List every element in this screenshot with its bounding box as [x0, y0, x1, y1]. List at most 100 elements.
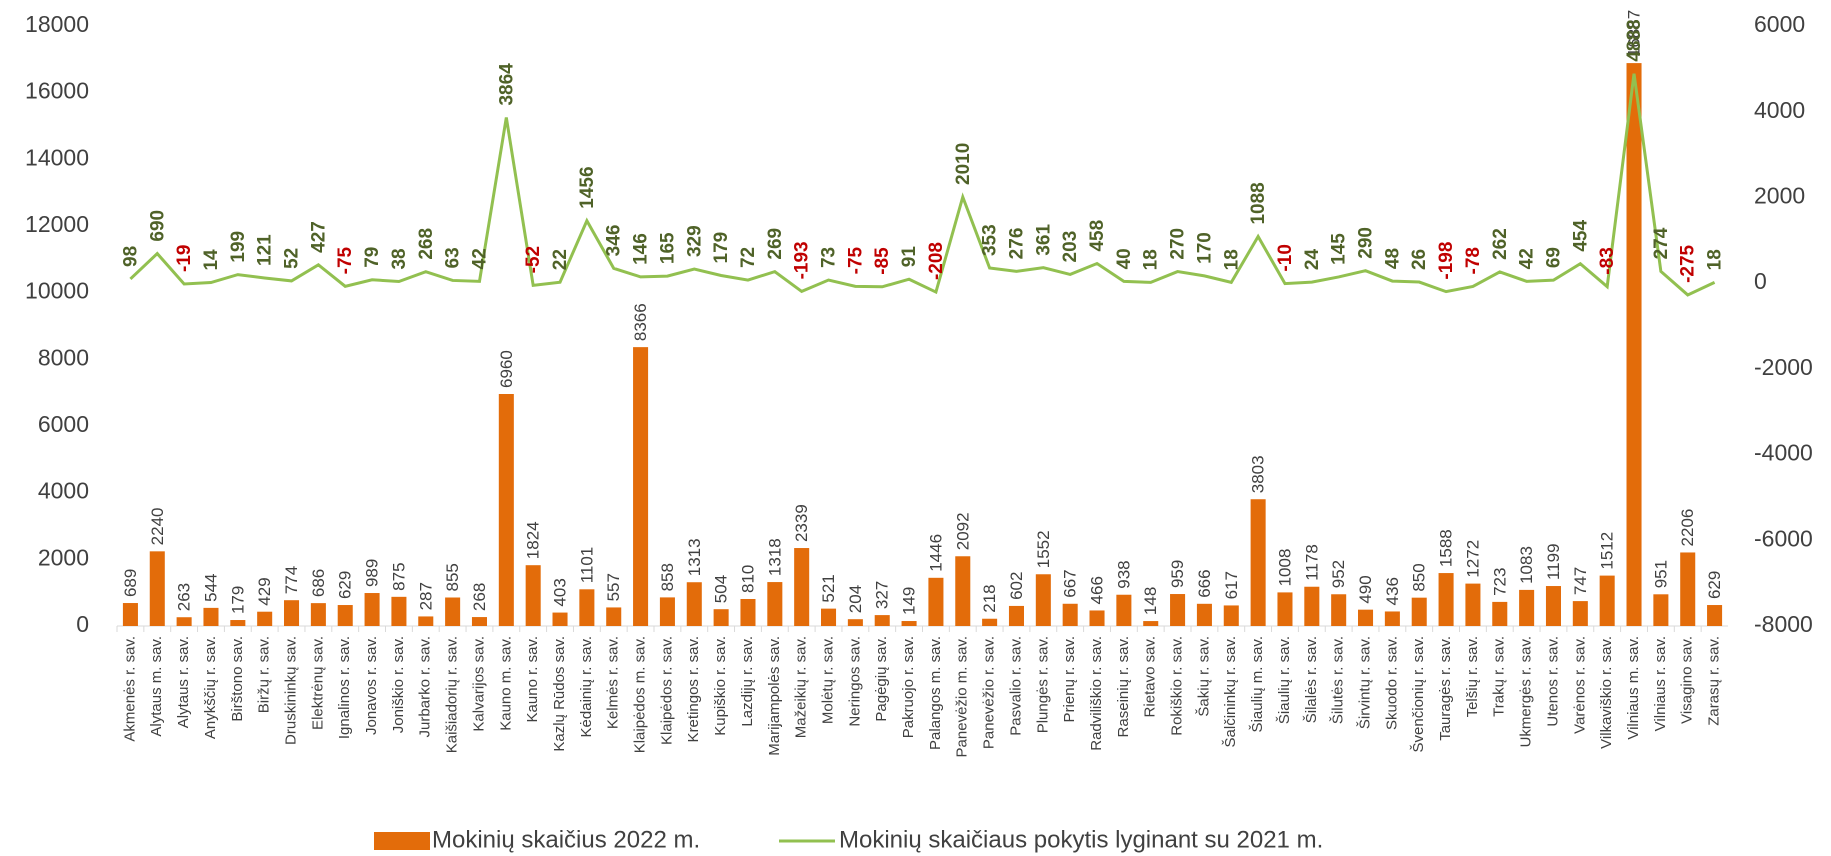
bar-label: 938	[1114, 560, 1133, 588]
line-label: 91	[899, 246, 920, 268]
line-label: 179	[711, 232, 732, 264]
bar-label: 148	[1141, 587, 1160, 615]
bar	[606, 607, 622, 626]
x-tick-label: Varėnos r. sav.	[1571, 636, 1588, 734]
bar	[686, 582, 702, 626]
line-label: -193	[792, 241, 813, 279]
bar	[471, 617, 487, 626]
bar-label: 268	[470, 583, 489, 611]
bar	[1519, 589, 1535, 626]
line-label: 69	[1543, 247, 1564, 268]
bar	[1626, 63, 1642, 627]
x-tick-label: Širvintų r. sav.	[1356, 636, 1373, 729]
line-label: 170	[1194, 232, 1215, 264]
bar	[1223, 605, 1239, 626]
line-label: 98	[120, 246, 141, 267]
x-tick-label: Utenos r. sav.	[1544, 636, 1561, 727]
x-tick-label: Jonavos r. sav.	[363, 636, 380, 735]
x-tick-label: Klaipėdos m. sav.	[632, 636, 649, 753]
legend-label: Mokinių skaičiaus pokytis lyginant su 20…	[839, 826, 1323, 853]
line-label: 329	[684, 225, 705, 257]
y-tick-label: 12000	[25, 211, 89, 237]
bar-label: 747	[1571, 567, 1590, 595]
bar	[176, 617, 192, 626]
y-tick-label: 0	[76, 611, 89, 637]
y-tick-label: 10000	[25, 278, 89, 304]
line-label: 199	[228, 231, 249, 263]
y2-tick-label: -6000	[1754, 525, 1813, 551]
bar-label: 2240	[148, 508, 167, 546]
x-tick-label: Biržų r. sav.	[256, 636, 273, 713]
line-label: 38	[389, 248, 410, 269]
bar-label: 429	[255, 577, 274, 605]
bar	[1545, 586, 1561, 626]
bar	[1599, 575, 1615, 626]
line-label: 18	[1141, 249, 1162, 270]
line-label: 3864	[496, 63, 517, 106]
bar	[337, 605, 353, 626]
y-tick-label: 8000	[38, 344, 89, 370]
x-tick-label: Telšių r. sav.	[1464, 636, 1481, 717]
bar-label: 602	[1007, 572, 1026, 600]
bar-label: 1552	[1034, 530, 1053, 568]
x-tick-label: Pasvalio r. sav.	[1007, 636, 1024, 736]
bar-label: 1446	[926, 534, 945, 572]
line-label: 42	[469, 248, 490, 269]
bar	[1196, 603, 1212, 626]
bar-label: 16887	[1625, 10, 1644, 57]
bar-label: 1008	[1275, 549, 1294, 587]
x-tick-label: Trakų r. sav.	[1491, 636, 1508, 717]
bar-label: 629	[336, 571, 355, 599]
line-label: 146	[631, 233, 652, 265]
bar-label: 557	[604, 573, 623, 601]
bar-label: 490	[1356, 575, 1375, 603]
bar	[1143, 621, 1159, 626]
line-label: -19	[174, 244, 195, 271]
x-tick-label: Molėtų r. sav.	[819, 636, 836, 724]
bar-label: 774	[282, 566, 301, 594]
y-tick-label: 2000	[38, 544, 89, 570]
bar-label: 1512	[1598, 532, 1617, 570]
bar-label: 959	[1168, 560, 1187, 588]
bar-label: 629	[1705, 571, 1724, 599]
x-tick-label: Šiaulių m. sav.	[1249, 636, 1266, 732]
line-label: 24	[1302, 249, 1323, 271]
bar	[525, 565, 541, 626]
line-label: 1088	[1248, 182, 1269, 224]
line-label: 269	[765, 228, 786, 260]
bar-label: 686	[309, 569, 328, 597]
line-label: 145	[1329, 233, 1350, 265]
bar	[1465, 583, 1481, 626]
bar	[713, 609, 729, 626]
line-label: 121	[255, 234, 276, 266]
x-tick-label: Kelmės r. sav.	[605, 636, 622, 729]
bar-label: 204	[846, 585, 865, 613]
bar	[901, 621, 917, 626]
x-tick-label: Birštono sav.	[229, 636, 246, 722]
bar-label: 436	[1383, 577, 1402, 605]
x-tick-label: Ignalinos r. sav.	[336, 636, 353, 739]
bar	[1008, 605, 1024, 626]
y2-tick-label: -2000	[1754, 354, 1813, 380]
bar	[847, 619, 863, 626]
y-tick-label: 6000	[38, 411, 89, 437]
line-label: 79	[362, 247, 383, 268]
bar	[1653, 594, 1669, 626]
bar	[284, 600, 300, 626]
x-tick-label: Tauragės r. sav.	[1437, 636, 1454, 741]
x-tick-label: Alytaus m. sav.	[148, 636, 165, 737]
bar-label: 617	[1222, 571, 1241, 599]
x-tick-label: Panevėžio m. sav.	[954, 636, 971, 757]
line-label: 18	[1221, 249, 1242, 270]
bar-label: 8366	[631, 303, 650, 341]
x-tick-label: Švenčionių r. sav.	[1410, 636, 1427, 752]
x-tick-label: Kaišiadorių r. sav.	[444, 636, 461, 753]
x-tick-label: Vilniaus m. sav.	[1625, 636, 1642, 740]
x-tick-label: Kupiškio r. sav.	[712, 636, 729, 736]
bar	[257, 611, 273, 626]
line-label: 1456	[577, 166, 598, 208]
bar	[821, 608, 837, 626]
x-tick-label: Kauno m. sav.	[497, 636, 514, 731]
bar-label: 544	[201, 573, 220, 601]
